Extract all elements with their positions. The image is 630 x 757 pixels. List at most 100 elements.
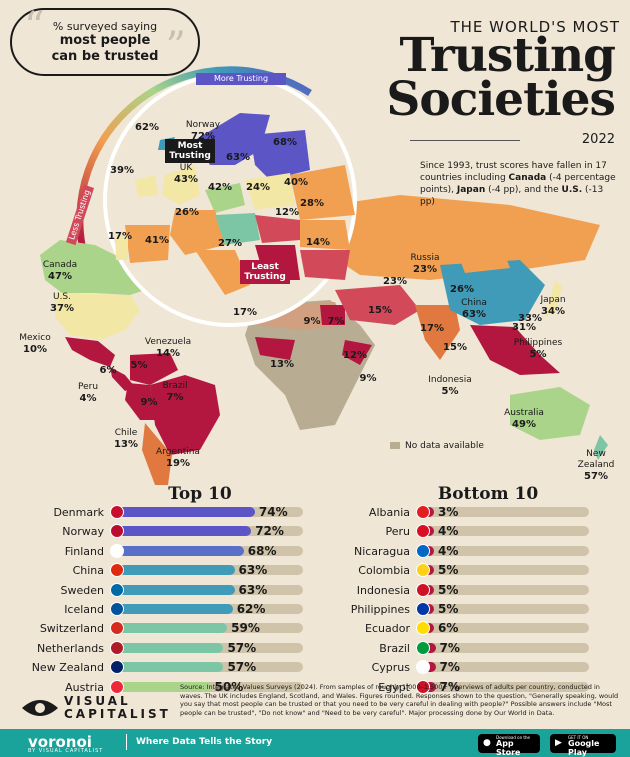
map-label: 15% xyxy=(430,342,480,354)
map-label: 17% xyxy=(407,323,457,335)
flag-icon xyxy=(110,621,124,636)
bar-value-label: 57% xyxy=(227,660,257,675)
bar-category-label: Iceland xyxy=(64,603,104,616)
map-label: 62% xyxy=(122,122,172,134)
japan-shape xyxy=(545,280,562,317)
map-label-value: 15% xyxy=(443,342,467,353)
map-label-value: 68% xyxy=(273,137,297,148)
map-label-name: Peru xyxy=(77,382,99,392)
map-label-name: Australia xyxy=(504,408,544,418)
top10-title: Top 10 xyxy=(168,484,232,504)
voronoi-logo[interactable]: voronoi BY VISUAL CAPITALIST xyxy=(28,733,103,754)
brazil-shape xyxy=(150,375,220,455)
bar xyxy=(118,584,235,595)
bar-value-label: 7% xyxy=(439,660,460,675)
map-label-name: China xyxy=(461,298,487,308)
bar-category-label: New Zealand xyxy=(31,661,104,675)
flag-icon xyxy=(110,505,124,519)
map-label-value: 17% xyxy=(108,231,132,242)
map-label: New Zealand 57% xyxy=(571,449,621,483)
canada-shape xyxy=(40,240,160,295)
close-quote-icon: ” xyxy=(165,24,186,70)
map-label-value: 31% xyxy=(512,322,536,333)
bubble-big-text-2: can be trusted xyxy=(51,49,159,64)
map-label-value: 12% xyxy=(275,207,299,218)
map-label-value: 39% xyxy=(110,165,134,176)
bar-value-label: 74% xyxy=(258,505,288,519)
bar-row: China 63% xyxy=(0,561,313,581)
bar-category-label: Sweden xyxy=(60,583,104,597)
map-label: Australia 49% xyxy=(499,408,549,431)
flag-icon xyxy=(110,563,124,578)
map-label-name: Philippines xyxy=(513,338,563,348)
vc-line-1: VISUAL xyxy=(64,694,131,708)
map-label: 9% xyxy=(343,373,393,385)
map-label-value: 63% xyxy=(462,309,486,320)
bar-row: Iceland 62% xyxy=(0,600,313,620)
app-store-label: App Store xyxy=(496,739,521,757)
bar-value-label: 68% xyxy=(247,543,277,558)
page-title: Trusting Societies xyxy=(300,32,616,123)
app-store-button[interactable]: ● Download on the App Store xyxy=(478,734,540,757)
bar-row: Finland 68% xyxy=(0,542,313,562)
flag-icon xyxy=(416,524,430,539)
map-label-value: 47% xyxy=(48,271,72,282)
bar-row: Netherlands 57% xyxy=(0,639,313,659)
map-label: China 63% xyxy=(449,298,499,321)
map-label-value: 13% xyxy=(270,359,294,370)
bar xyxy=(118,526,252,537)
map-label: Indonesia 5% xyxy=(425,375,475,398)
map-label-value: 9% xyxy=(359,373,377,384)
map-label: 15% xyxy=(355,305,405,317)
map-label-value: 7% xyxy=(166,392,184,403)
map-label-value: 63% xyxy=(226,152,250,163)
chile-argentina-shape xyxy=(142,423,172,485)
header: “ ” % surveyed saying most people can be… xyxy=(0,0,630,175)
flag-icon xyxy=(416,602,430,616)
question-bubble: “ ” % surveyed saying most people can be… xyxy=(10,4,200,76)
map-label: Canada 47% xyxy=(35,260,85,283)
bar-value-label: 50% xyxy=(214,679,244,694)
map-label-value: 24% xyxy=(246,182,270,193)
map-label-value: 72% xyxy=(191,131,215,142)
map-label-value: 23% xyxy=(383,276,407,287)
no-data-swatch xyxy=(390,442,400,449)
bar-value-label: 5% xyxy=(438,602,459,616)
map-label-value: 5% xyxy=(130,360,148,371)
map-label-value: 34% xyxy=(541,306,565,317)
google-play-button[interactable]: ▶ GET IT ON Google Play xyxy=(550,734,616,757)
bar-value-label: 6% xyxy=(438,621,459,636)
map-label-value: 42% xyxy=(208,182,232,193)
bar xyxy=(118,545,244,556)
map-label: 39% xyxy=(97,165,147,177)
map-label: 5% xyxy=(114,360,164,372)
no-data-label: No data available xyxy=(405,441,484,451)
bar-value-label: 62% xyxy=(236,602,266,616)
bar-category-label: Brazil xyxy=(379,641,410,655)
india-shape xyxy=(415,305,460,360)
bar xyxy=(118,565,235,576)
note-country-3: U.S. xyxy=(561,185,583,195)
apple-icon: ● xyxy=(483,738,491,748)
note-detail-2: (-4 pp), and the xyxy=(485,185,562,195)
bar-category-label: Philippines xyxy=(350,603,410,616)
flag-icon xyxy=(110,524,124,539)
map-label-name: Norway xyxy=(185,120,221,130)
year-label: 2022 xyxy=(410,132,615,147)
map-label: Mexico 10% xyxy=(10,333,60,356)
bar-track xyxy=(424,662,589,673)
least-trusting-callout: Least Trusting xyxy=(240,260,290,284)
vc-eye-icon xyxy=(22,700,58,716)
bar xyxy=(118,623,228,634)
bar-track xyxy=(424,526,589,537)
bar-row: Colombia 5% xyxy=(306,561,599,581)
map-label: Venezuela 14% xyxy=(143,337,193,360)
map-label-value: 7% xyxy=(327,316,345,327)
bar-category-label: Austria xyxy=(65,680,104,694)
map-label: 23% xyxy=(370,276,420,288)
flag-icon xyxy=(416,582,430,597)
map-label: 63% xyxy=(213,152,263,164)
venezuela-colombia-shape xyxy=(130,353,178,385)
bar-value-label: 5% xyxy=(438,582,459,597)
map-label-name: New Zealand xyxy=(577,449,615,470)
